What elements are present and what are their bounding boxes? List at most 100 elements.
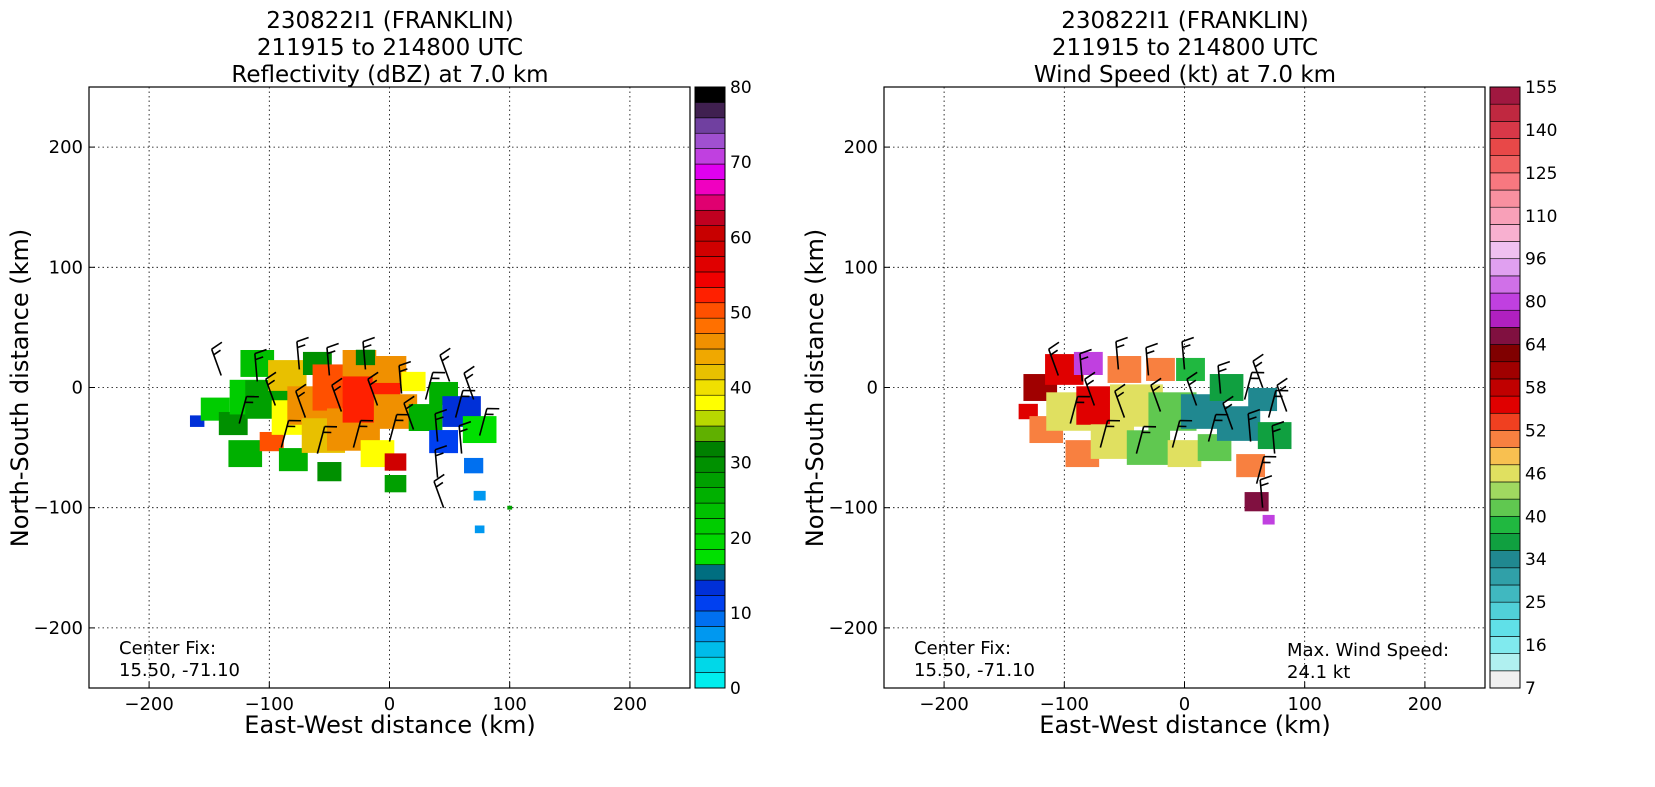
field-cell (1018, 403, 1038, 420)
colorbar-segment (694, 533, 726, 550)
colorbar-tick-label: 110 (1525, 207, 1557, 227)
wind-barb (1079, 348, 1092, 382)
grid-lines (89, 87, 690, 688)
chart-title-line-1: 230822I1 (FRANKLIN) (1061, 8, 1309, 34)
wind-barbs (1047, 336, 1289, 508)
wind-barb (424, 371, 446, 400)
wind-barb (362, 336, 375, 370)
colorbar-segment (1489, 103, 1521, 122)
colorbar-tick-label: 10 (730, 604, 752, 624)
colorbar-segment (1489, 464, 1521, 483)
colorbar-segment (1489, 361, 1521, 380)
colorbar-segment (1489, 619, 1521, 637)
colorbar-segment (694, 610, 726, 627)
colorbar-segment (694, 656, 726, 673)
wind-barb (1255, 455, 1277, 484)
colorbar-segment (1489, 515, 1521, 534)
colorbar-segment (694, 194, 726, 211)
colorbar-segment (1489, 138, 1521, 156)
colorbar-segment (1489, 670, 1521, 689)
colorbar-segment (694, 579, 726, 596)
colorbar-tick-label: 50 (730, 303, 752, 323)
field-cell (355, 349, 376, 366)
field-cell (1146, 357, 1175, 382)
colorbar-segment (694, 364, 726, 381)
field-cell (462, 416, 497, 444)
max-wind-speed-label: Max. Wind Speed: (1287, 640, 1449, 661)
wind-barb (1259, 475, 1273, 508)
colorbar-segment (1489, 241, 1521, 260)
colorbar-segment (694, 441, 726, 458)
field-cell (384, 475, 407, 493)
colorbar-tick-label: 125 (1525, 164, 1557, 184)
grid-lines (884, 87, 1485, 688)
chart-title-line-1: 230822I1 (FRANKLIN) (266, 8, 514, 34)
colorbar-segment (1489, 258, 1521, 277)
colorbar-tick-label: 60 (730, 228, 752, 248)
max-wind-speed-value: 24.1 kt (1287, 662, 1350, 683)
colorbar-segment (694, 179, 726, 196)
y-tick-label: 0 (72, 378, 83, 399)
field-cell (408, 404, 443, 432)
colorbar-tick-label: 46 (1525, 464, 1547, 484)
wind-barb (264, 371, 277, 406)
center-fix-label: Center Fix: (119, 638, 216, 659)
x-axis-label: East-West distance (km) (1039, 711, 1330, 739)
wind-barb (1069, 395, 1090, 424)
wind-barb (454, 389, 476, 418)
colorbar-segment (694, 225, 726, 242)
colorbar-tick-label: 7 (1525, 679, 1536, 699)
wind-barb (403, 395, 415, 430)
x-tick-label: −200 (919, 694, 968, 715)
colorbar-tick-label: 80 (730, 78, 752, 98)
chart-title-line-2: 211915 to 214800 UTC (1052, 35, 1318, 61)
wind-barb (433, 473, 445, 508)
field-cell (268, 360, 307, 391)
wind-barb (1114, 383, 1126, 418)
y-tick-label: 200 (844, 137, 878, 158)
y-tick-label: −100 (34, 498, 83, 519)
wind-speed-field (1018, 351, 1292, 525)
field-cell (1248, 387, 1278, 412)
wind-barb (478, 407, 500, 436)
colorbar-segment (694, 394, 726, 411)
colorbar-segment (694, 132, 726, 149)
wind-barb (316, 425, 338, 454)
colorbar-segment (694, 549, 726, 566)
wind-barb (1099, 419, 1120, 448)
chart-title-line-3: Wind Speed (kt) at 7.0 km (1034, 62, 1336, 88)
wind-barb (254, 348, 267, 382)
colorbar-frame (694, 86, 726, 689)
colorbar-segment (1489, 653, 1521, 672)
colorbar-segment (1489, 206, 1521, 225)
colorbar-tick-label: 25 (1525, 593, 1547, 613)
wind-barb (434, 444, 448, 478)
y-tick-label: 0 (867, 378, 878, 399)
wind-barb (1150, 377, 1162, 412)
wind-barb (1171, 419, 1193, 448)
colorbar-segment (1489, 344, 1521, 363)
wind-barb (1115, 336, 1128, 370)
x-tick-label: 0 (384, 694, 395, 715)
colorbar-segment (694, 425, 726, 442)
colorbar-segment (694, 333, 726, 350)
colorbar-segment (1489, 481, 1521, 500)
wind-barb (1145, 342, 1158, 376)
wind-barb (1271, 420, 1285, 454)
y-tick-label: −200 (34, 618, 83, 639)
wind-barb (434, 408, 448, 442)
colorbar: 7 16 25 34 40 46 52 58 64 80 96 110 125 140 155 (1489, 78, 1557, 699)
colorbar-segment (694, 163, 726, 180)
field-cell (1073, 351, 1103, 375)
chart-title-line-3: Reflectivity (dBZ) at 7.0 km (231, 62, 548, 88)
colorbar-segment (694, 348, 726, 365)
colorbar-tick-label: 52 (1525, 421, 1547, 441)
x-tick-label: −100 (1040, 694, 1089, 715)
colorbar-segment (694, 256, 726, 273)
colorbar-segment (694, 287, 726, 304)
field-cell (189, 415, 205, 427)
field-cell (317, 462, 342, 482)
colorbar-segment (1489, 430, 1521, 448)
center-fix-value: 15.50, -71.10 (119, 660, 240, 681)
colorbar-segment (1489, 292, 1521, 311)
